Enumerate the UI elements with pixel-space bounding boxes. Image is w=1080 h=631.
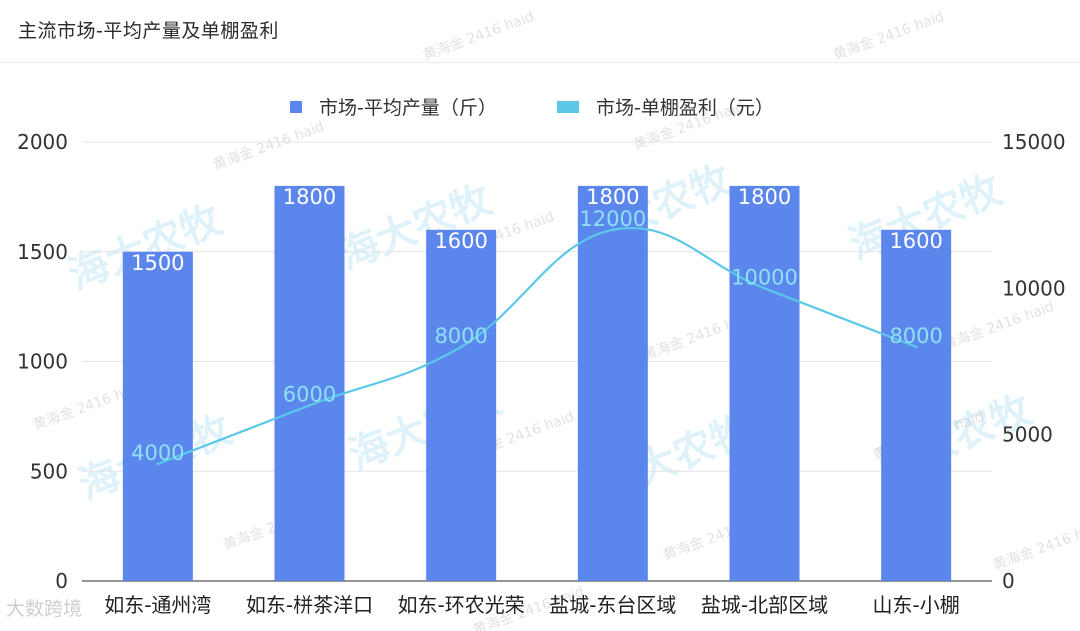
bar-label-0: 1500 bbox=[131, 251, 184, 275]
y-right-tick-2: 10000 bbox=[1002, 276, 1066, 300]
legend-label-bar: 市场-平均产量（斤） bbox=[319, 97, 497, 119]
x-tick-2: 如东-环农光荣 bbox=[398, 593, 525, 617]
axis-layer: 0 500 1000 1500 2000 0 5000 10000 15000 如东-通州湾 如东-… bbox=[17, 130, 1066, 617]
bar-2 bbox=[426, 229, 497, 582]
bar-5 bbox=[881, 229, 952, 582]
legend-label-line: 市场-单棚盈利（元） bbox=[596, 97, 774, 119]
grid-layer bbox=[82, 141, 992, 582]
bar-1 bbox=[274, 185, 345, 581]
y-left-tick-4: 2000 bbox=[17, 130, 68, 154]
x-tick-1: 如东-栟茶洋口 bbox=[246, 593, 373, 617]
bar-label-3: 1800 bbox=[586, 185, 639, 209]
x-tick-3: 盐城-东台区域 bbox=[549, 593, 676, 617]
bar-label-5: 1600 bbox=[889, 229, 942, 253]
bar-layer bbox=[122, 185, 952, 582]
watermark-text-1: 黄海金 2416 haid bbox=[831, 8, 947, 64]
y-right-tick-0: 0 bbox=[1002, 569, 1015, 593]
watermark-text-5: 黄海金 2416 haid bbox=[941, 298, 1057, 354]
bar-0 bbox=[122, 251, 193, 581]
line-label-1: 6000 bbox=[283, 382, 336, 406]
legend-swatch-bar bbox=[290, 101, 302, 113]
bar-label-1: 1800 bbox=[283, 185, 336, 209]
title-divider bbox=[0, 62, 1080, 63]
corner-watermark: 大数跨境 bbox=[6, 598, 83, 620]
line-point-0 bbox=[156, 462, 160, 466]
line-point-1 bbox=[308, 403, 311, 407]
line-label-5: 8000 bbox=[889, 324, 942, 348]
watermark-text-0: 黄海金 2416 haid bbox=[421, 8, 537, 64]
label-layer: 1500 1800 1600 1800 1800 1600 4000 6000 8000 1200… bbox=[131, 185, 943, 465]
x-tick-0: 如东-通州湾 bbox=[104, 593, 211, 617]
y-left-tick-0: 0 bbox=[55, 569, 68, 593]
line-point-5 bbox=[914, 345, 918, 349]
bar-label-4: 1800 bbox=[738, 185, 791, 209]
bar-4 bbox=[729, 185, 800, 581]
line-point-2 bbox=[459, 345, 463, 349]
line-point-3 bbox=[611, 228, 615, 232]
x-tick-5: 山东-小棚 bbox=[873, 593, 960, 617]
line-label-4: 10000 bbox=[731, 265, 798, 289]
x-tick-4: 盐城-北部区域 bbox=[701, 593, 828, 617]
bar-3 bbox=[577, 185, 648, 581]
y-right-tick-1: 5000 bbox=[1002, 423, 1053, 447]
bar-label-2: 1600 bbox=[434, 229, 487, 253]
line-layer bbox=[156, 227, 918, 466]
page-title: 主流市场-平均产量及单棚盈利 bbox=[18, 20, 279, 42]
legend-swatch-line bbox=[557, 101, 579, 113]
y-left-tick-2: 1000 bbox=[17, 350, 68, 374]
y-left-tick-3: 1500 bbox=[17, 240, 68, 264]
profit-line bbox=[157, 227, 917, 465]
watermark-text-12: 黄海金 2416 haid bbox=[991, 518, 1080, 574]
y-right-tick-3: 15000 bbox=[1002, 130, 1066, 154]
watermark-text-3: 黄海金 2416 haid bbox=[211, 118, 327, 174]
line-point-4 bbox=[763, 286, 766, 290]
line-label-3: 12000 bbox=[579, 207, 646, 231]
legend-layer: 市场-平均产量（斤） 市场-单棚盈利（元） bbox=[290, 97, 774, 119]
line-label-2: 8000 bbox=[434, 324, 487, 348]
line-label-0: 4000 bbox=[131, 441, 184, 465]
y-left-tick-1: 500 bbox=[30, 459, 68, 483]
